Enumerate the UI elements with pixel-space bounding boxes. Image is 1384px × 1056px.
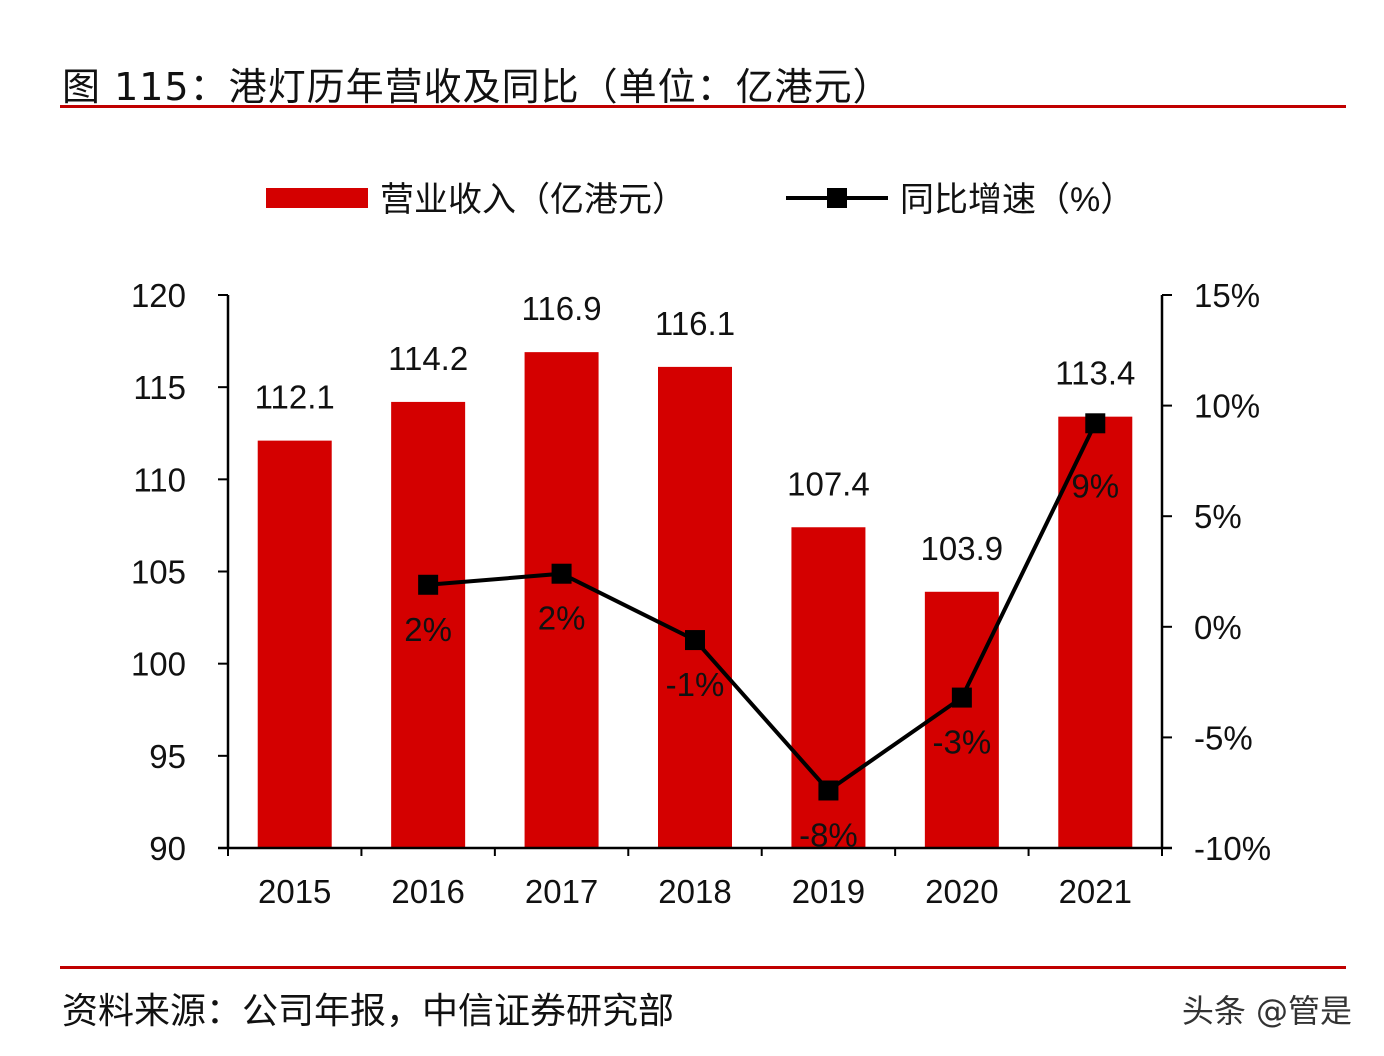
legend-line-marker (827, 188, 847, 208)
footer-rule (60, 966, 1346, 969)
right-tick-label: 15% (1194, 277, 1260, 314)
growth-label: -8% (799, 816, 858, 853)
left-tick-label: 95 (149, 738, 186, 775)
growth-marker-2017 (551, 563, 572, 584)
bar-2020 (924, 591, 999, 848)
watermark: 头条 @管是 (1181, 992, 1352, 1030)
bar-2021 (1058, 416, 1133, 848)
x-tick-label: 2018 (658, 873, 731, 910)
growth-label: -1% (666, 666, 725, 703)
bar-label: 112.1 (255, 379, 335, 416)
growth-marker-2021 (1085, 413, 1106, 434)
left-tick-label: 120 (131, 277, 186, 314)
x-tick-label: 2017 (525, 873, 598, 910)
legend-bar-label: 营业收入（亿港元） (380, 181, 686, 219)
legend-bar-swatch (266, 188, 368, 208)
x-tick-label: 2016 (391, 873, 464, 910)
right-tick-label: -10% (1194, 830, 1271, 867)
growth-label: 2% (538, 600, 586, 637)
growth-marker-2020 (951, 687, 972, 708)
bar-label: 113.4 (1055, 355, 1135, 392)
left-tick-label: 105 (131, 554, 186, 591)
left-tick-label: 90 (149, 830, 186, 867)
growth-label: 2% (404, 611, 452, 648)
x-tick-label: 2019 (792, 873, 865, 910)
bar-label: 116.1 (655, 305, 735, 342)
left-tick-label: 100 (131, 646, 186, 683)
bar-label: 103.9 (921, 530, 1004, 567)
bar-2016 (391, 401, 466, 848)
bar-2015 (257, 440, 332, 848)
x-tick-label: 2021 (1059, 873, 1132, 910)
left-tick-label: 115 (133, 369, 186, 406)
right-tick-label: -5% (1194, 719, 1253, 756)
left-tick-label: 110 (133, 461, 186, 498)
bar-2018 (658, 366, 732, 848)
growth-marker-2019 (818, 780, 839, 801)
x-tick-label: 2020 (925, 873, 998, 910)
chart-title: 图 115：港灯历年营收及同比（单位：亿港元） (62, 65, 892, 109)
growth-marker-2016 (418, 574, 439, 595)
title-rule (60, 105, 1346, 108)
bar-label: 107.4 (787, 465, 870, 502)
growth-line (427, 422, 1098, 794)
bar-2017 (524, 352, 599, 848)
source-note: 资料来源：公司年报，中信证券研究部 (62, 991, 675, 1032)
right-tick-label: 0% (1194, 609, 1242, 646)
bar-label: 114.2 (388, 340, 468, 377)
growth-label: -3% (933, 724, 992, 761)
right-tick-label: 10% (1194, 388, 1260, 425)
x-tick-label: 2015 (258, 873, 331, 910)
legend-line-label: 同比增速（%） (900, 181, 1134, 219)
growth-marker-2018 (685, 630, 705, 651)
right-tick-label: 5% (1194, 498, 1242, 535)
growth-label: 9% (1071, 467, 1119, 504)
bar-label: 116.9 (522, 290, 602, 327)
